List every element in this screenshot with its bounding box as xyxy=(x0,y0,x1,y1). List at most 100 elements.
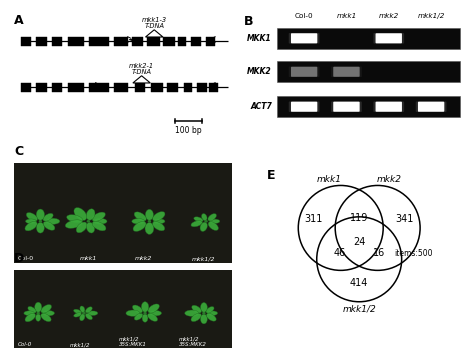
Ellipse shape xyxy=(200,222,207,231)
Text: mkk1-3: mkk1-3 xyxy=(142,17,167,23)
Ellipse shape xyxy=(25,313,36,322)
Ellipse shape xyxy=(92,221,106,231)
Text: mkk1/2
35S:MKK2: mkk1/2 35S:MKK2 xyxy=(179,336,207,347)
FancyBboxPatch shape xyxy=(114,37,128,45)
Ellipse shape xyxy=(65,220,82,228)
Text: 341: 341 xyxy=(395,214,414,224)
Ellipse shape xyxy=(134,212,146,221)
Ellipse shape xyxy=(26,219,36,224)
Ellipse shape xyxy=(185,310,199,316)
Text: ACT7: ACT7 xyxy=(250,102,272,111)
Ellipse shape xyxy=(148,304,159,313)
Text: A: A xyxy=(14,14,24,27)
FancyBboxPatch shape xyxy=(52,83,63,92)
Ellipse shape xyxy=(142,314,148,322)
Ellipse shape xyxy=(210,219,220,223)
Ellipse shape xyxy=(145,223,154,234)
Text: mkk1/2: mkk1/2 xyxy=(70,342,91,347)
Text: 100 bp: 100 bp xyxy=(175,126,202,135)
FancyBboxPatch shape xyxy=(375,33,402,44)
Ellipse shape xyxy=(80,306,85,312)
FancyBboxPatch shape xyxy=(197,83,207,92)
Ellipse shape xyxy=(92,212,105,221)
Text: D: D xyxy=(14,252,25,264)
FancyBboxPatch shape xyxy=(291,33,317,44)
FancyBboxPatch shape xyxy=(289,33,319,44)
FancyBboxPatch shape xyxy=(333,102,360,112)
Circle shape xyxy=(148,220,151,223)
FancyBboxPatch shape xyxy=(14,163,232,263)
FancyBboxPatch shape xyxy=(210,83,219,92)
FancyBboxPatch shape xyxy=(135,83,145,92)
Ellipse shape xyxy=(73,309,82,314)
Text: E: E xyxy=(267,169,275,182)
FancyBboxPatch shape xyxy=(151,83,164,92)
FancyBboxPatch shape xyxy=(147,37,160,45)
Ellipse shape xyxy=(43,222,55,230)
FancyBboxPatch shape xyxy=(291,66,317,77)
FancyBboxPatch shape xyxy=(277,28,460,49)
FancyBboxPatch shape xyxy=(291,33,317,43)
Ellipse shape xyxy=(133,222,146,231)
Ellipse shape xyxy=(154,219,165,224)
Ellipse shape xyxy=(134,313,143,320)
Text: B: B xyxy=(244,15,254,28)
Text: T-DNA: T-DNA xyxy=(144,23,164,28)
Ellipse shape xyxy=(191,313,201,322)
Ellipse shape xyxy=(35,302,42,312)
Text: 414: 414 xyxy=(350,278,368,288)
FancyBboxPatch shape xyxy=(333,66,360,77)
Text: 119: 119 xyxy=(350,213,368,223)
Text: MKK1: MKK1 xyxy=(247,34,272,43)
FancyBboxPatch shape xyxy=(164,37,175,45)
Ellipse shape xyxy=(74,208,87,220)
Text: T-DNA: T-DNA xyxy=(132,69,152,75)
FancyBboxPatch shape xyxy=(191,37,201,45)
Text: 311: 311 xyxy=(305,214,323,224)
Ellipse shape xyxy=(132,219,145,224)
FancyBboxPatch shape xyxy=(21,37,31,45)
Ellipse shape xyxy=(36,222,45,233)
FancyBboxPatch shape xyxy=(333,102,360,112)
Text: mkk1/2
35S:MKK1: mkk1/2 35S:MKK1 xyxy=(119,336,147,347)
FancyBboxPatch shape xyxy=(418,102,444,112)
FancyBboxPatch shape xyxy=(36,37,47,45)
Ellipse shape xyxy=(201,214,207,220)
Ellipse shape xyxy=(132,305,143,313)
Ellipse shape xyxy=(194,217,203,222)
Ellipse shape xyxy=(149,311,162,316)
Ellipse shape xyxy=(36,314,41,321)
FancyBboxPatch shape xyxy=(416,102,447,112)
Circle shape xyxy=(143,312,147,315)
Ellipse shape xyxy=(153,222,165,231)
Ellipse shape xyxy=(27,213,37,221)
FancyBboxPatch shape xyxy=(333,67,360,77)
Ellipse shape xyxy=(206,307,214,313)
Text: C: C xyxy=(14,145,23,158)
Ellipse shape xyxy=(80,314,85,321)
FancyBboxPatch shape xyxy=(178,37,186,45)
Ellipse shape xyxy=(208,222,219,230)
Ellipse shape xyxy=(43,311,55,316)
FancyBboxPatch shape xyxy=(68,37,84,45)
Text: mkk1: mkk1 xyxy=(337,13,356,19)
FancyBboxPatch shape xyxy=(184,83,192,92)
Ellipse shape xyxy=(201,302,207,312)
Ellipse shape xyxy=(28,306,36,313)
Text: Col-0: Col-0 xyxy=(18,342,32,347)
Ellipse shape xyxy=(208,214,217,221)
Ellipse shape xyxy=(88,311,98,316)
FancyBboxPatch shape xyxy=(374,33,404,44)
Ellipse shape xyxy=(41,305,52,313)
Ellipse shape xyxy=(192,305,201,313)
Text: mkk2-1: mkk2-1 xyxy=(129,63,154,69)
FancyBboxPatch shape xyxy=(291,102,317,112)
Circle shape xyxy=(87,220,90,223)
Text: mkk1/2: mkk1/2 xyxy=(342,305,376,313)
Ellipse shape xyxy=(141,302,149,312)
Ellipse shape xyxy=(153,212,165,221)
FancyBboxPatch shape xyxy=(375,102,402,112)
Text: items:500: items:500 xyxy=(394,249,433,258)
Text: MKK2: MKK2 xyxy=(247,67,272,76)
Ellipse shape xyxy=(93,218,107,224)
